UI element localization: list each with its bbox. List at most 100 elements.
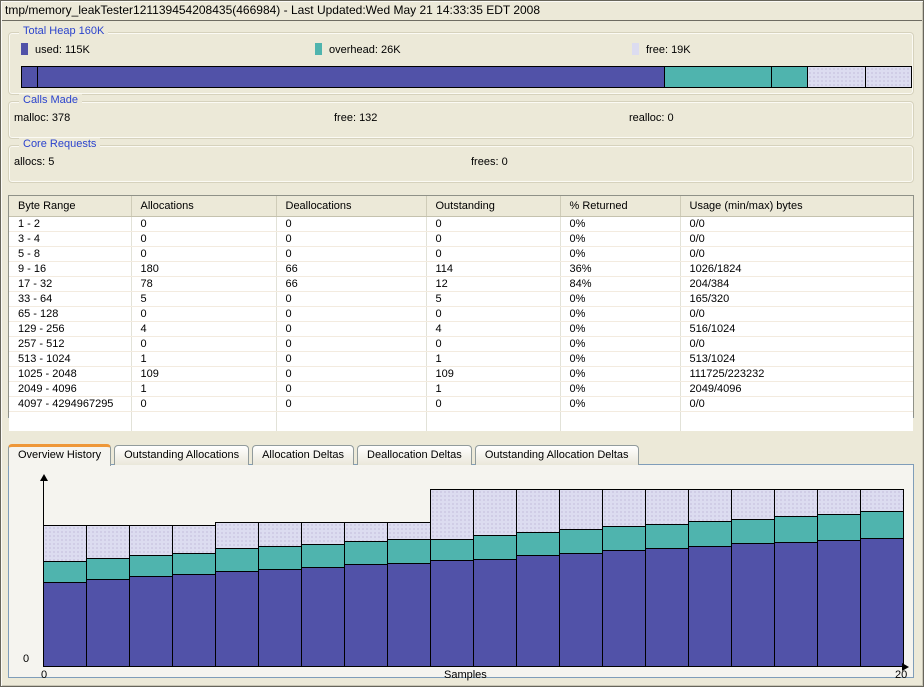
- bar-segment-used: [559, 553, 603, 667]
- bar-segment-used: [129, 576, 173, 667]
- stat-allocs: allocs: 5: [14, 156, 54, 168]
- table-cell: 0%: [560, 232, 680, 247]
- tab-allocation-deltas[interactable]: Allocation Deltas: [252, 445, 354, 465]
- table-cell: 1026/1824: [680, 262, 913, 277]
- bar-segment-used: [473, 559, 517, 667]
- table-cell: 84%: [560, 277, 680, 292]
- bar-segment-used: [301, 567, 345, 667]
- table-cell: 0: [426, 217, 560, 232]
- chart-bar-sample-5: [215, 522, 259, 667]
- x-axis-line: [43, 666, 904, 667]
- legend-free: free: 19K: [632, 43, 691, 56]
- chart-bar-sample-9: [387, 522, 431, 667]
- table-cell: 1: [426, 352, 560, 367]
- table-cell: 1: [131, 352, 276, 367]
- table-row-1-2[interactable]: 1 - 20000%0/0: [9, 217, 913, 232]
- bar-segment-overhead: [258, 546, 302, 570]
- table-row-129-256[interactable]: 129 - 2564040%516/1024: [9, 322, 913, 337]
- column-header-deallocations[interactable]: Deallocations: [276, 196, 426, 217]
- chart-bar-sample-3: [129, 525, 173, 667]
- table-cell: 1: [131, 382, 276, 397]
- bar-segment-free: [258, 522, 302, 547]
- table-cell: 165/320: [680, 292, 913, 307]
- table-cell: 2049 - 4096: [9, 382, 131, 397]
- table-row-65-128[interactable]: 65 - 1280000%0/0: [9, 307, 913, 322]
- legend-overhead: overhead: 26K: [315, 43, 401, 56]
- bar-segment-used: [258, 569, 302, 667]
- bar-segment-free: [602, 489, 646, 527]
- table-cell: 0: [426, 232, 560, 247]
- table-row-9-16[interactable]: 9 - 161806611436%1026/1824: [9, 262, 913, 277]
- bar-segment-used: [516, 555, 560, 667]
- table-row-257-512[interactable]: 257 - 5120000%0/0: [9, 337, 913, 352]
- bar-segment-free: [301, 522, 345, 545]
- chart-bar-sample-16: [688, 489, 732, 667]
- bar-segment-overhead: [387, 539, 431, 564]
- table-row-17-32[interactable]: 17 - 3278661284%204/384: [9, 277, 913, 292]
- tab-outstanding-allocations[interactable]: Outstanding Allocations: [114, 445, 249, 465]
- table-cell: 0/0: [680, 397, 913, 412]
- table-cell: 5 - 8: [9, 247, 131, 262]
- table-cell: 0: [276, 322, 426, 337]
- chart-bar-sample-14: [602, 489, 646, 667]
- y-axis-arrow-icon: [40, 474, 48, 481]
- bar-segment-used: [817, 540, 861, 667]
- column-header-byte-range[interactable]: Byte Range: [9, 196, 131, 217]
- table-row-33-64[interactable]: 33 - 645050%165/320: [9, 292, 913, 307]
- bar-segment-overhead: [774, 516, 818, 543]
- column-header-allocations[interactable]: Allocations: [131, 196, 276, 217]
- bar-segment-free: [86, 525, 130, 559]
- table-cell: 9 - 16: [9, 262, 131, 277]
- table-cell: [131, 412, 276, 432]
- table-cell: 66: [276, 277, 426, 292]
- tab-deallocation-deltas[interactable]: Deallocation Deltas: [357, 445, 472, 465]
- overview-history-chart: 0 0 Samples 20: [8, 464, 914, 678]
- bar-segment-overhead: [516, 532, 560, 556]
- bar-segment-free: [172, 525, 216, 554]
- bar-segment-free: [215, 522, 259, 549]
- table-row-513-1024[interactable]: 513 - 10241010%513/1024: [9, 352, 913, 367]
- chart-bar-sample-4: [172, 525, 216, 667]
- table-cell: [276, 412, 426, 432]
- table-cell: 0%: [560, 322, 680, 337]
- table-cell: 0: [276, 382, 426, 397]
- total-heap-title: Total Heap 160K: [19, 25, 108, 37]
- table-cell: 0%: [560, 352, 680, 367]
- column-header--returned[interactable]: % Returned: [560, 196, 680, 217]
- bar-segment-overhead: [473, 535, 517, 560]
- bar-segment-used: [430, 560, 474, 667]
- table-cell: 17 - 32: [9, 277, 131, 292]
- table-cell: 109: [426, 367, 560, 382]
- y-axis-origin-label: 0: [23, 653, 29, 665]
- bar-segment-overhead: [688, 521, 732, 547]
- table-row-1025-2048[interactable]: 1025 - 204810901090%111725/223232: [9, 367, 913, 382]
- stat-frees: frees: 0: [471, 156, 508, 168]
- chart-bar-sample-8: [344, 522, 388, 667]
- tab-outstanding-allocation-deltas[interactable]: Outstanding Allocation Deltas: [475, 445, 639, 465]
- table-row-2049-4096[interactable]: 2049 - 40961010%2049/4096: [9, 382, 913, 397]
- core-requests-groupbox: Core Requests allocs: 5frees: 0: [8, 145, 914, 183]
- chart-bar-sample-18: [774, 489, 818, 667]
- total-heap-groupbox: Total Heap 160K used: 115Koverhead: 26Kf…: [8, 32, 914, 95]
- tab-overview-history[interactable]: Overview History: [8, 444, 111, 466]
- table-cell: 78: [131, 277, 276, 292]
- chart-bars: [43, 465, 904, 667]
- table-cell: 111725/223232: [680, 367, 913, 382]
- table-row-5-8[interactable]: 5 - 80000%0/0: [9, 247, 913, 262]
- table-cell: 0: [276, 292, 426, 307]
- table-row-4097-4294967295[interactable]: 4097 - 42949672950000%0/0: [9, 397, 913, 412]
- table-cell: 0/0: [680, 232, 913, 247]
- column-header-usage-min-max-bytes[interactable]: Usage (min/max) bytes: [680, 196, 913, 217]
- column-header-outstanding[interactable]: Outstanding: [426, 196, 560, 217]
- chart-bar-sample-19: [817, 489, 861, 667]
- table-row-3-4[interactable]: 3 - 40000%0/0: [9, 232, 913, 247]
- bar-segment-overhead: [43, 561, 87, 583]
- legend-label-overhead: overhead: 26K: [329, 44, 401, 56]
- table-cell: [426, 412, 560, 432]
- table-cell: 0: [276, 307, 426, 322]
- heap-segment-free: [808, 67, 866, 87]
- table-cell: 0: [131, 397, 276, 412]
- table-cell: 0: [131, 337, 276, 352]
- bar-segment-free: [387, 522, 431, 540]
- table-cell: 109: [131, 367, 276, 382]
